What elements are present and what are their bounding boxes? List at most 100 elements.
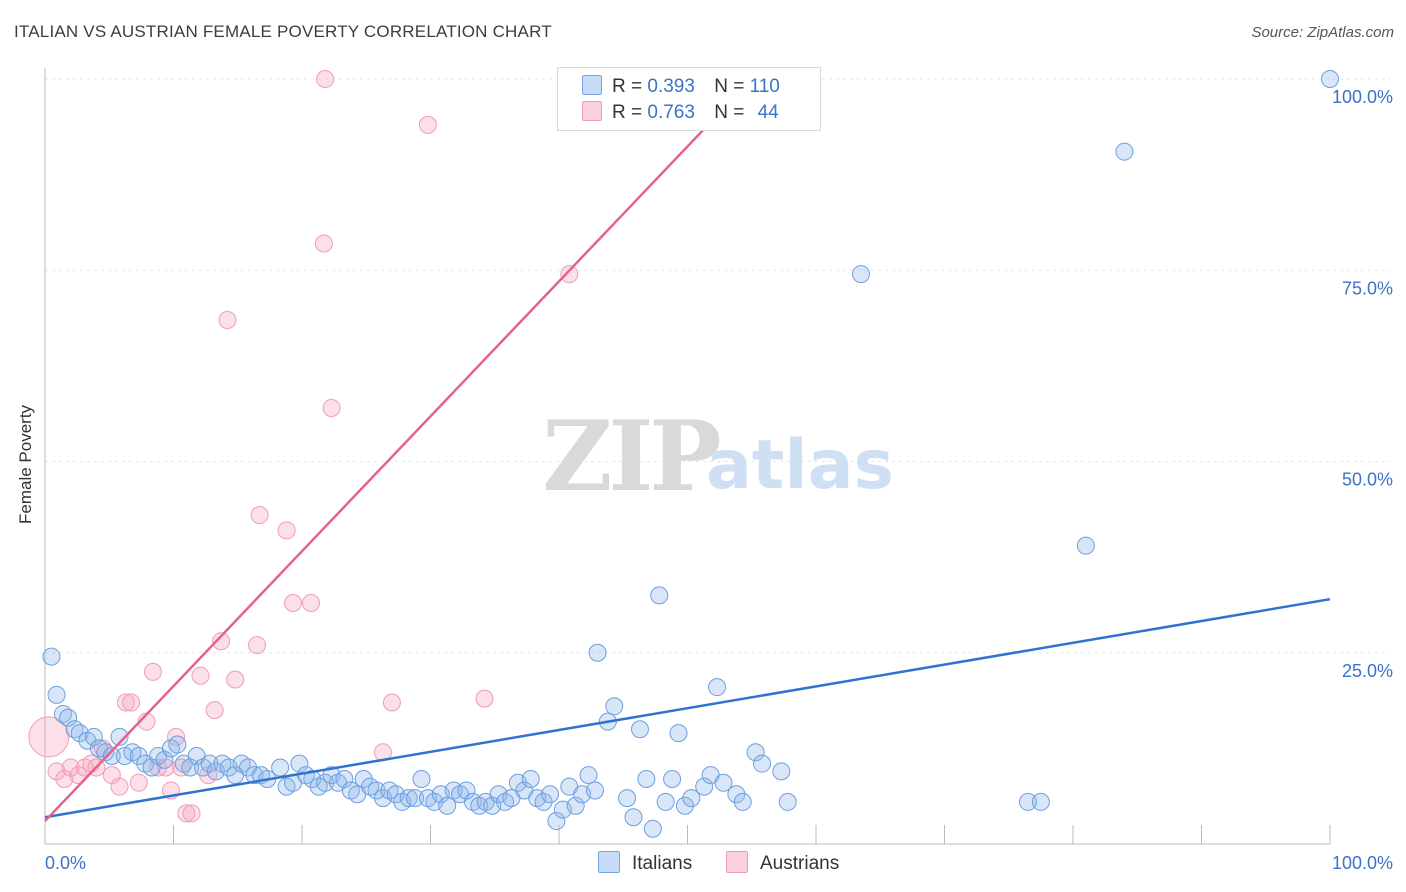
point-italians — [70, 724, 89, 743]
point-austrians — [277, 521, 296, 540]
point-italians — [637, 769, 656, 788]
point-italians — [682, 789, 701, 808]
austrians-n-label: N = — [714, 102, 750, 123]
point-italians — [708, 678, 727, 697]
point-italians — [630, 720, 649, 739]
point-italians — [772, 762, 791, 781]
point-italians — [650, 586, 669, 605]
point-austrians — [55, 769, 74, 788]
point-italians — [851, 265, 870, 284]
trendline-italians — [44, 597, 1331, 819]
legend-stats: R = 0.393 N = 110 R = 0.763 N = 44 — [557, 67, 821, 131]
point-italians — [110, 727, 129, 746]
point-austrians — [418, 115, 437, 134]
point-italians — [102, 747, 121, 766]
italians-n-value: 110 — [749, 76, 780, 97]
point-italians — [547, 812, 566, 831]
point-italians — [354, 769, 373, 788]
point-italians — [84, 727, 103, 746]
y-axis-label: Female Poverty — [16, 404, 35, 524]
point-austrians — [205, 701, 224, 720]
legend-item-austrians[interactable]: Austrians — [726, 851, 839, 875]
point-italians — [618, 789, 637, 808]
austrians-r-value: 0.763 — [647, 102, 695, 123]
point-italians — [588, 643, 607, 662]
italians-legend-label: Italians — [632, 853, 693, 874]
point-italians — [675, 796, 694, 815]
point-italians — [59, 708, 78, 727]
point-austrians — [218, 310, 237, 329]
point-italians — [579, 766, 598, 785]
trendline-austrians — [44, 78, 753, 822]
legend-item-italians[interactable]: Italians — [598, 851, 692, 875]
point-italians — [656, 792, 675, 811]
point-italians — [714, 773, 733, 792]
point-italians — [200, 754, 219, 773]
point-italians — [1031, 792, 1050, 811]
point-italians — [585, 781, 604, 800]
point-austrians — [110, 777, 129, 796]
point-italians — [753, 754, 772, 773]
point-austrians — [143, 662, 162, 681]
legend-series: Italians Austrians — [0, 851, 1406, 879]
point-austrians — [301, 594, 320, 613]
point-austrians — [322, 398, 341, 417]
austrians-r-label: R = — [612, 102, 648, 123]
point-austrians — [61, 758, 80, 777]
point-italians — [412, 769, 431, 788]
point-italians — [541, 785, 560, 804]
austrians-legend-swatch — [726, 851, 748, 873]
point-italians — [669, 724, 688, 743]
point-italians — [746, 743, 765, 762]
italians-swatch — [582, 75, 602, 95]
legend-row-italians: R = 0.393 N = 110 — [582, 75, 780, 101]
point-italians — [399, 789, 418, 808]
italians-n-label: N = — [714, 76, 750, 97]
trend-lines — [44, 78, 1331, 822]
point-italians — [290, 754, 309, 773]
axes — [44, 68, 1331, 845]
point-italians — [605, 697, 624, 716]
point-austrians — [475, 689, 494, 708]
austrians-swatch — [582, 101, 602, 121]
point-italians — [438, 796, 457, 815]
grid-lines — [45, 78, 1390, 654]
point-austrians — [314, 234, 333, 253]
point-austrians — [248, 636, 267, 655]
tick-labels: 25.0% 50.0% 75.0% 100.0% 0.0% 100.0% — [45, 87, 1393, 873]
point-italians — [367, 781, 386, 800]
point-austrians — [382, 693, 401, 712]
point-austrians — [129, 773, 148, 792]
point-austrians — [177, 804, 196, 823]
point-austrians — [182, 804, 201, 823]
point-austrians — [167, 727, 186, 746]
point-austrians — [212, 632, 231, 651]
italians-r-label: R = — [612, 76, 648, 97]
point-austrians — [316, 70, 335, 88]
y-tick-label: 25.0% — [1342, 661, 1393, 681]
point-austrians — [284, 594, 303, 613]
point-italians — [1019, 792, 1038, 811]
point-italians — [129, 747, 148, 766]
point-austrians — [122, 693, 141, 712]
point-italians — [42, 647, 61, 666]
chart-title: ITALIAN VS AUSTRIAN FEMALE POVERTY CORRE… — [14, 22, 552, 41]
point-austrians — [69, 766, 88, 785]
point-italians — [1321, 70, 1339, 88]
point-italians — [406, 789, 425, 808]
watermark: ZIP atlas — [542, 400, 894, 513]
source-label: Source: ZipAtlas.com — [1251, 24, 1394, 41]
point-italians — [168, 735, 187, 754]
point-austrians — [226, 670, 245, 689]
austrians-legend-label: Austrians — [760, 853, 840, 874]
y-tick-label: 100.0% — [1332, 87, 1393, 107]
legend-row-austrians: R = 0.763 N = 44 — [582, 101, 779, 127]
austrians-n-value: 44 — [757, 102, 779, 123]
point-austrians — [191, 666, 210, 685]
point-italians — [663, 769, 682, 788]
point-italians — [566, 796, 585, 815]
italians-legend-swatch — [598, 851, 620, 873]
point-italians — [155, 750, 174, 769]
point-austrians — [560, 265, 579, 284]
